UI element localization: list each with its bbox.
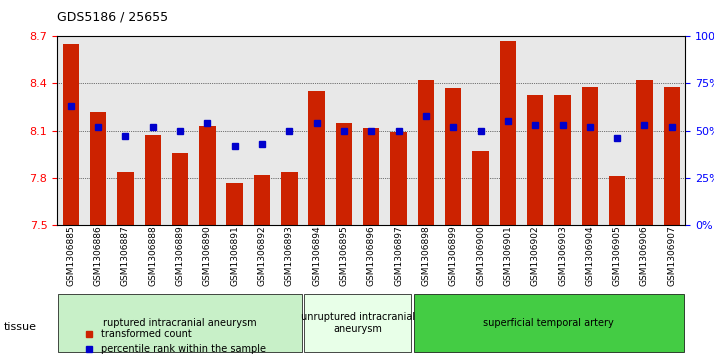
Text: GSM1306898: GSM1306898	[421, 225, 431, 286]
Bar	[226, 183, 243, 225]
Text: tissue: tissue	[4, 322, 36, 332]
Text: GSM1306890: GSM1306890	[203, 225, 212, 286]
Text: GSM1306891: GSM1306891	[230, 225, 239, 286]
FancyBboxPatch shape	[304, 294, 411, 352]
Bar	[63, 44, 79, 225]
Bar	[663, 87, 680, 225]
Bar	[445, 88, 461, 225]
Bar	[363, 127, 379, 225]
Text: GSM1306903: GSM1306903	[558, 225, 567, 286]
FancyBboxPatch shape	[413, 294, 684, 352]
Bar	[473, 151, 489, 225]
Bar	[609, 176, 625, 225]
Bar	[308, 91, 325, 225]
Bar	[144, 135, 161, 225]
Text: GSM1306904: GSM1306904	[585, 225, 594, 286]
Text: GSM1306894: GSM1306894	[312, 225, 321, 286]
Bar	[500, 41, 516, 225]
Text: unruptured intracranial
aneurysm: unruptured intracranial aneurysm	[301, 312, 415, 334]
Bar	[391, 132, 407, 225]
Text: GSM1306888: GSM1306888	[149, 225, 157, 286]
Bar	[172, 153, 188, 225]
Text: GSM1306899: GSM1306899	[448, 225, 458, 286]
Bar	[117, 172, 134, 225]
Text: ruptured intracranial aneurysm: ruptured intracranial aneurysm	[104, 318, 257, 328]
Bar	[636, 80, 653, 225]
Bar	[418, 80, 434, 225]
Text: GSM1306907: GSM1306907	[668, 225, 676, 286]
Bar	[90, 112, 106, 225]
Text: GSM1306906: GSM1306906	[640, 225, 649, 286]
Bar	[253, 175, 270, 225]
Text: superficial temporal artery: superficial temporal artery	[483, 318, 614, 328]
Bar	[336, 123, 352, 225]
Text: GSM1306902: GSM1306902	[531, 225, 540, 286]
Legend: transformed count, percentile rank within the sample: transformed count, percentile rank withi…	[80, 326, 270, 358]
Bar	[281, 172, 298, 225]
Text: GSM1306886: GSM1306886	[94, 225, 103, 286]
Text: GSM1306897: GSM1306897	[394, 225, 403, 286]
Text: GSM1306885: GSM1306885	[66, 225, 75, 286]
Bar	[554, 94, 570, 225]
Bar	[527, 94, 543, 225]
Text: GSM1306901: GSM1306901	[503, 225, 513, 286]
Text: GSM1306893: GSM1306893	[285, 225, 294, 286]
FancyBboxPatch shape	[59, 294, 301, 352]
Text: GSM1306895: GSM1306895	[339, 225, 348, 286]
Text: GDS5186 / 25655: GDS5186 / 25655	[57, 11, 169, 24]
Text: GSM1306892: GSM1306892	[258, 225, 266, 286]
Text: GSM1306900: GSM1306900	[476, 225, 485, 286]
Bar	[199, 126, 216, 225]
Text: GSM1306887: GSM1306887	[121, 225, 130, 286]
Text: GSM1306896: GSM1306896	[367, 225, 376, 286]
Bar	[582, 87, 598, 225]
Text: GSM1306905: GSM1306905	[613, 225, 622, 286]
Text: GSM1306889: GSM1306889	[176, 225, 184, 286]
